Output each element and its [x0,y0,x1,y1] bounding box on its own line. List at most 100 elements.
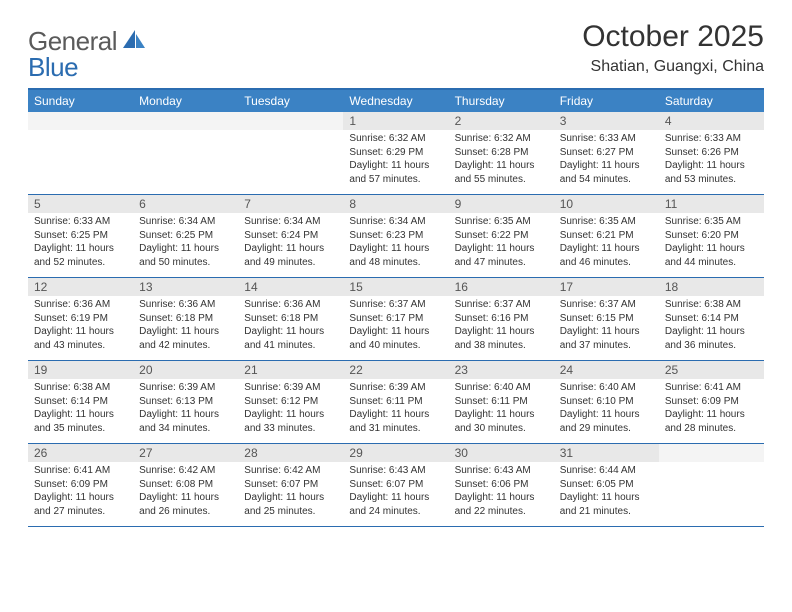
day-cell: 3Sunrise: 6:33 AMSunset: 6:27 PMDaylight… [554,112,659,194]
title-block: October 2025 Shatian, Guangxi, China [582,20,764,76]
weekday-header: Saturday [659,90,764,112]
sunrise-line: Sunrise: 6:35 AM [665,215,758,229]
day-cell: 25Sunrise: 6:41 AMSunset: 6:09 PMDayligh… [659,361,764,443]
day-number [133,112,238,130]
sunset-line: Sunset: 6:18 PM [139,312,232,326]
sunrise-line: Sunrise: 6:42 AM [139,464,232,478]
sunset-line: Sunset: 6:26 PM [665,146,758,160]
sunrise-line: Sunrise: 6:38 AM [665,298,758,312]
day-details: Sunrise: 6:36 AMSunset: 6:18 PMDaylight:… [133,296,238,356]
day-details: Sunrise: 6:35 AMSunset: 6:22 PMDaylight:… [449,213,554,273]
day-details: Sunrise: 6:38 AMSunset: 6:14 PMDaylight:… [659,296,764,356]
day-details: Sunrise: 6:42 AMSunset: 6:07 PMDaylight:… [238,462,343,522]
sunset-line: Sunset: 6:18 PM [244,312,337,326]
day-details: Sunrise: 6:41 AMSunset: 6:09 PMDaylight:… [659,379,764,439]
day-details: Sunrise: 6:40 AMSunset: 6:10 PMDaylight:… [554,379,659,439]
sunrise-line: Sunrise: 6:42 AM [244,464,337,478]
day-cell [133,112,238,194]
daylight-line: Daylight: 11 hours and 25 minutes. [244,491,337,518]
sunset-line: Sunset: 6:06 PM [455,478,548,492]
sunset-line: Sunset: 6:12 PM [244,395,337,409]
week-row: 19Sunrise: 6:38 AMSunset: 6:14 PMDayligh… [28,361,764,444]
daylight-line: Daylight: 11 hours and 34 minutes. [139,408,232,435]
day-details: Sunrise: 6:42 AMSunset: 6:08 PMDaylight:… [133,462,238,522]
week-row: 26Sunrise: 6:41 AMSunset: 6:09 PMDayligh… [28,444,764,527]
day-details: Sunrise: 6:32 AMSunset: 6:28 PMDaylight:… [449,130,554,190]
day-number: 14 [238,278,343,296]
sunrise-line: Sunrise: 6:39 AM [349,381,442,395]
day-details: Sunrise: 6:44 AMSunset: 6:05 PMDaylight:… [554,462,659,522]
weekday-header: Wednesday [343,90,448,112]
day-cell: 8Sunrise: 6:34 AMSunset: 6:23 PMDaylight… [343,195,448,277]
day-cell: 24Sunrise: 6:40 AMSunset: 6:10 PMDayligh… [554,361,659,443]
day-details: Sunrise: 6:38 AMSunset: 6:14 PMDaylight:… [28,379,133,439]
day-cell: 13Sunrise: 6:36 AMSunset: 6:18 PMDayligh… [133,278,238,360]
day-details: Sunrise: 6:37 AMSunset: 6:15 PMDaylight:… [554,296,659,356]
sunset-line: Sunset: 6:25 PM [139,229,232,243]
sunset-line: Sunset: 6:20 PM [665,229,758,243]
sunrise-line: Sunrise: 6:36 AM [34,298,127,312]
day-number: 22 [343,361,448,379]
sunrise-line: Sunrise: 6:44 AM [560,464,653,478]
calendar-page: General October 2025 Shatian, Guangxi, C… [0,0,792,547]
sunset-line: Sunset: 6:11 PM [349,395,442,409]
daylight-line: Daylight: 11 hours and 48 minutes. [349,242,442,269]
daylight-line: Daylight: 11 hours and 31 minutes. [349,408,442,435]
day-number [659,444,764,462]
day-cell [28,112,133,194]
sunset-line: Sunset: 6:15 PM [560,312,653,326]
day-number: 13 [133,278,238,296]
day-cell: 5Sunrise: 6:33 AMSunset: 6:25 PMDaylight… [28,195,133,277]
day-details: Sunrise: 6:34 AMSunset: 6:25 PMDaylight:… [133,213,238,273]
day-cell: 10Sunrise: 6:35 AMSunset: 6:21 PMDayligh… [554,195,659,277]
sunrise-line: Sunrise: 6:35 AM [560,215,653,229]
sunrise-line: Sunrise: 6:39 AM [139,381,232,395]
location-subtitle: Shatian, Guangxi, China [582,58,764,76]
day-number: 21 [238,361,343,379]
day-number: 25 [659,361,764,379]
logo-word-blue-wrap: Blue [28,52,78,83]
day-details: Sunrise: 6:39 AMSunset: 6:12 PMDaylight:… [238,379,343,439]
day-number [238,112,343,130]
day-number: 4 [659,112,764,130]
sunset-line: Sunset: 6:07 PM [244,478,337,492]
daylight-line: Daylight: 11 hours and 27 minutes. [34,491,127,518]
day-details: Sunrise: 6:43 AMSunset: 6:06 PMDaylight:… [449,462,554,522]
daylight-line: Daylight: 11 hours and 54 minutes. [560,159,653,186]
day-details: Sunrise: 6:41 AMSunset: 6:09 PMDaylight:… [28,462,133,522]
daylight-line: Daylight: 11 hours and 29 minutes. [560,408,653,435]
day-number [28,112,133,130]
sunrise-line: Sunrise: 6:41 AM [34,464,127,478]
sunset-line: Sunset: 6:14 PM [665,312,758,326]
daylight-line: Daylight: 11 hours and 22 minutes. [455,491,548,518]
day-number: 18 [659,278,764,296]
sunrise-line: Sunrise: 6:36 AM [139,298,232,312]
day-number: 5 [28,195,133,213]
day-details: Sunrise: 6:37 AMSunset: 6:17 PMDaylight:… [343,296,448,356]
day-cell: 19Sunrise: 6:38 AMSunset: 6:14 PMDayligh… [28,361,133,443]
day-cell: 16Sunrise: 6:37 AMSunset: 6:16 PMDayligh… [449,278,554,360]
daylight-line: Daylight: 11 hours and 41 minutes. [244,325,337,352]
sunset-line: Sunset: 6:17 PM [349,312,442,326]
week-row: 1Sunrise: 6:32 AMSunset: 6:29 PMDaylight… [28,112,764,195]
sunset-line: Sunset: 6:13 PM [139,395,232,409]
day-number: 2 [449,112,554,130]
day-number: 31 [554,444,659,462]
day-number: 6 [133,195,238,213]
day-number: 8 [343,195,448,213]
weekday-header: Friday [554,90,659,112]
daylight-line: Daylight: 11 hours and 26 minutes. [139,491,232,518]
day-number: 27 [133,444,238,462]
page-header: General October 2025 Shatian, Guangxi, C… [28,20,764,76]
calendar-grid: Sunday Monday Tuesday Wednesday Thursday… [28,88,764,527]
daylight-line: Daylight: 11 hours and 43 minutes. [34,325,127,352]
sunrise-line: Sunrise: 6:36 AM [244,298,337,312]
daylight-line: Daylight: 11 hours and 21 minutes. [560,491,653,518]
sunrise-line: Sunrise: 6:32 AM [455,132,548,146]
sunrise-line: Sunrise: 6:41 AM [665,381,758,395]
sunset-line: Sunset: 6:21 PM [560,229,653,243]
weeks-container: 1Sunrise: 6:32 AMSunset: 6:29 PMDaylight… [28,112,764,527]
sunrise-line: Sunrise: 6:32 AM [349,132,442,146]
sunrise-line: Sunrise: 6:35 AM [455,215,548,229]
day-number: 20 [133,361,238,379]
